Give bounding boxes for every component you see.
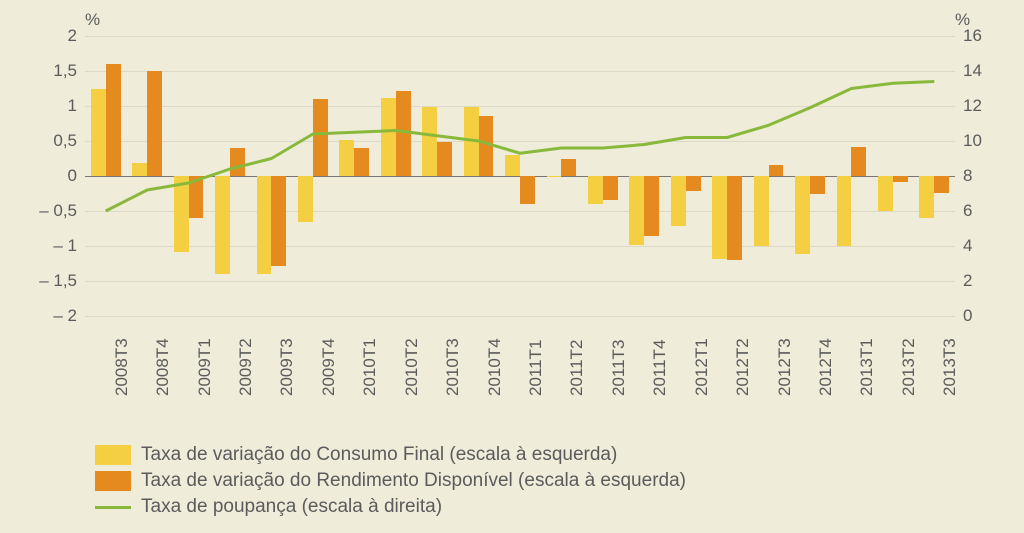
ytick-left: 1: [17, 96, 77, 116]
legend: Taxa de variação do Consumo Final (escal…: [95, 440, 686, 522]
line-poupanca: [106, 82, 935, 212]
unit-left: %: [85, 10, 100, 30]
xtick: 2010T2: [402, 338, 422, 396]
legend-label: Taxa de variação do Consumo Final (escal…: [141, 444, 617, 466]
xtick: 2010T3: [443, 338, 463, 396]
xtick: 2011T4: [650, 340, 670, 396]
xtick: 2012T2: [733, 338, 753, 396]
xtick: 2010T4: [485, 338, 505, 396]
unit-right: %: [955, 10, 970, 30]
ytick-left: 0,5: [17, 131, 77, 151]
ytick-left: – 2: [17, 306, 77, 326]
xtick: 2012T4: [816, 338, 836, 396]
legend-swatch-icon: [95, 471, 131, 491]
ytick-right: 8: [963, 166, 972, 186]
ytick-right: 6: [963, 201, 972, 221]
ytick-left: 0: [17, 166, 77, 186]
xtick: 2009T3: [277, 338, 297, 396]
ytick-right: 4: [963, 236, 972, 256]
ytick-right: 12: [963, 96, 982, 116]
ytick-right: 10: [963, 131, 982, 151]
legend-line-icon: [95, 506, 131, 509]
legend-item: Taxa de variação do Consumo Final (escal…: [95, 444, 686, 466]
xtick: 2008T3: [112, 338, 132, 396]
xtick: 2009T2: [236, 338, 256, 396]
legend-label: Taxa de poupança (escala à direita): [141, 496, 442, 518]
legend-label: Taxa de variação do Rendimento Disponíve…: [141, 470, 686, 492]
legend-item: Taxa de variação do Rendimento Disponíve…: [95, 470, 686, 492]
legend-swatch-icon: [95, 445, 131, 465]
xtick: 2009T4: [319, 338, 339, 396]
ytick-left: – 0,5: [17, 201, 77, 221]
xtick: 2013T2: [899, 338, 919, 396]
legend-item: Taxa de poupança (escala à direita): [95, 496, 686, 518]
xtick: 2010T1: [360, 338, 380, 396]
ytick-left: – 1: [17, 236, 77, 256]
xtick: 2008T4: [153, 338, 173, 396]
ytick-right: 0: [963, 306, 972, 326]
ytick-left: – 1,5: [17, 271, 77, 291]
xtick: 2013T1: [857, 338, 877, 396]
ytick-left: 1,5: [17, 61, 77, 81]
xtick: 2013T3: [940, 338, 960, 396]
ytick-right: 14: [963, 61, 982, 81]
ytick-left: 2: [17, 26, 77, 46]
ytick-right: 2: [963, 271, 972, 291]
xtick: 2011T1: [526, 340, 546, 396]
xtick: 2011T3: [609, 340, 629, 396]
xtick: 2009T1: [195, 338, 215, 396]
xtick: 2012T1: [692, 338, 712, 396]
xtick: 2011T2: [567, 340, 587, 396]
xtick: 2012T3: [775, 338, 795, 396]
